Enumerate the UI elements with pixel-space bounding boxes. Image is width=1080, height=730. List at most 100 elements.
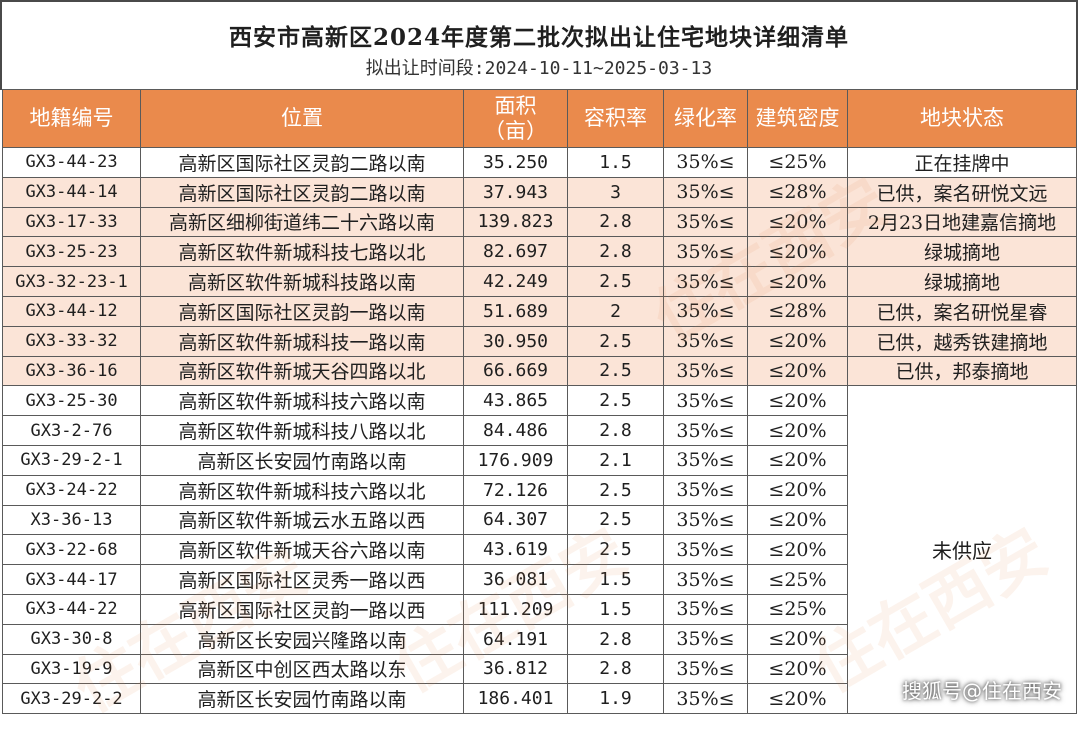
cell-area: 176.909 — [463, 444, 568, 476]
cell-status: 已供，案名研悦星睿 — [847, 295, 1077, 327]
cell-density: ≤25% — [747, 147, 848, 178]
cell-far: 2.5 — [567, 325, 664, 357]
page-subtitle: 拟出让时间段:2024-10-11~2025-03-13 — [365, 58, 713, 79]
cell-far: 1.9 — [567, 683, 664, 715]
cell-green: 35%≤ — [663, 474, 748, 506]
cell-status: 2月23日地建嘉信摘地 — [847, 206, 1077, 238]
cell-code: GX3-44-22 — [2, 593, 141, 625]
cell-location: 高新区软件新城科技一路以南 — [140, 325, 464, 357]
cell-code: GX3-44-17 — [2, 564, 141, 595]
cell-area: 30.950 — [463, 325, 568, 357]
cell-code: GX3-32-23-1 — [2, 266, 141, 297]
cell-area: 111.209 — [463, 593, 568, 625]
cell-location: 高新区长安园竹南路以南 — [140, 444, 464, 476]
cell-far: 2.5 — [567, 266, 664, 297]
cell-green: 35%≤ — [663, 504, 748, 536]
cell-far: 1.5 — [567, 593, 664, 625]
cell-code: GX3-29-2-1 — [2, 444, 141, 476]
cell-density: ≤20% — [747, 415, 848, 446]
cell-location: 高新区中创区西太路以东 — [140, 653, 464, 685]
cell-location: 高新区细柳街道纬二十六路以南 — [140, 206, 464, 238]
cell-location: 高新区软件新城云水五路以西 — [140, 504, 464, 536]
cell-code: GX3-44-12 — [2, 295, 141, 327]
cell-location: 高新区软件新城科技八路以北 — [140, 415, 464, 446]
cell-far: 1.5 — [567, 147, 664, 178]
cell-status: 已供，越秀铁建摘地 — [847, 325, 1077, 357]
cell-density: ≤20% — [747, 653, 848, 685]
cell-density: ≤20% — [747, 355, 848, 387]
cell-location: 高新区国际社区灵韵二路以南 — [140, 176, 464, 208]
cell-density: ≤20% — [747, 683, 848, 715]
cell-area: 186.401 — [463, 683, 568, 715]
cell-density: ≤20% — [747, 325, 848, 357]
table-row: GX3-29-2-1 高新区长安园竹南路以南 176.909 2.1 35%≤ ≤20% — [2, 444, 1077, 476]
cell-green: 35%≤ — [663, 206, 748, 238]
table-row: X3-36-13 高新区软件新城云水五路以西 64.307 2.5 35%≤ ≤20% — [2, 504, 1077, 536]
cell-status-merged: 未供应 — [847, 385, 1077, 715]
cell-density: ≤28% — [747, 295, 848, 327]
cell-density: ≤20% — [747, 266, 848, 297]
cell-area: 82.697 — [463, 236, 568, 268]
cell-density: ≤25% — [747, 564, 848, 595]
cell-area: 84.486 — [463, 415, 568, 446]
land-table: 地籍编号 位置 面积 （亩） 容积率 绿化率 建筑密度 地块状态 GX3-44-… — [2, 89, 1077, 715]
source-watermark: 搜狐号@住在西安 — [902, 679, 1062, 703]
cell-code: GX3-25-23 — [2, 236, 141, 268]
cell-green: 35%≤ — [663, 444, 748, 476]
table-body: GX3-44-23 高新区国际社区灵韵二路以南 35.250 1.5 35%≤ ≤25% 正… — [2, 147, 1077, 715]
cell-far: 2.5 — [567, 504, 664, 536]
col-header-area: 面积 （亩） — [463, 89, 568, 148]
table-row: GX3-44-23 高新区国际社区灵韵二路以南 35.250 1.5 35%≤ ≤25% 正… — [2, 147, 1077, 178]
col-header-status: 地块状态 — [847, 89, 1077, 148]
cell-density: ≤20% — [747, 206, 848, 238]
cell-location: 高新区软件新城科技七路以北 — [140, 236, 464, 268]
cell-location: 高新区国际社区灵韵一路以西 — [140, 593, 464, 625]
cell-status: 已供，邦泰摘地 — [847, 355, 1077, 387]
cell-location: 高新区国际社区灵韵二路以南 — [140, 147, 464, 178]
cell-code: GX3-25-30 — [2, 385, 141, 417]
table-row: GX3-25-30 高新区软件新城科技六路以南 43.865 2.5 35%≤ ≤20% 未… — [2, 385, 1077, 715]
cell-location: 高新区软件新城科技路以南 — [140, 266, 464, 297]
table-header-row: 地籍编号 位置 面积 （亩） 容积率 绿化率 建筑密度 地块状态 — [2, 89, 1077, 148]
cell-far: 1.5 — [567, 564, 664, 595]
cell-code: GX3-44-14 — [2, 176, 141, 208]
cell-far: 2.8 — [567, 206, 664, 238]
cell-green: 35%≤ — [663, 236, 748, 268]
cell-status: 已供，案名研悦文远 — [847, 176, 1077, 208]
cell-location: 高新区软件新城天谷六路以南 — [140, 534, 464, 566]
cell-code: X3-36-13 — [2, 504, 141, 536]
cell-code: GX3-44-23 — [2, 147, 141, 178]
cell-status: 正在挂牌中 — [847, 147, 1077, 178]
cell-green: 35%≤ — [663, 683, 748, 715]
cell-code: GX3-19-9 — [2, 653, 141, 685]
cell-code: GX3-36-16 — [2, 355, 141, 387]
cell-code: GX3-24-22 — [2, 474, 141, 506]
cell-green: 35%≤ — [663, 593, 748, 625]
table-row: GX3-44-14 高新区国际社区灵韵二路以南 37.943 3 35%≤ ≤28% 已供，… — [2, 176, 1077, 208]
cell-area: 64.307 — [463, 504, 568, 536]
col-header-location: 位置 — [140, 89, 464, 148]
cell-far: 2.5 — [567, 474, 664, 506]
cell-far: 2.1 — [567, 444, 664, 476]
table-row: GX3-30-8 高新区长安园兴隆路以南 64.191 2.8 35%≤ ≤20% — [2, 623, 1077, 655]
cell-far: 2.8 — [567, 653, 664, 685]
cell-density: ≤20% — [747, 534, 848, 566]
cell-green: 35%≤ — [663, 147, 748, 178]
table-row: GX3-19-9 高新区中创区西太路以东 36.812 2.8 35%≤ ≤20% — [2, 653, 1077, 685]
cell-code: GX3-29-2-2 — [2, 683, 141, 715]
cell-density: ≤20% — [747, 623, 848, 655]
cell-green: 35%≤ — [663, 534, 748, 566]
table-row: GX3-44-12 高新区国际社区灵韵一路以南 51.689 2 35%≤ ≤28% 已供，… — [2, 295, 1077, 327]
cell-location: 高新区国际社区灵韵一路以南 — [140, 295, 464, 327]
cell-status: 绿城摘地 — [847, 236, 1077, 268]
col-header-far: 容积率 — [567, 89, 664, 148]
cell-code: GX3-33-32 — [2, 325, 141, 357]
cell-area: 64.191 — [463, 623, 568, 655]
cell-density: ≤20% — [747, 474, 848, 506]
cell-far: 3 — [567, 176, 664, 208]
title-box: 西安市高新区2024年度第二批次拟出让住宅地块详细清单 拟出让时间段:2024-… — [0, 0, 1078, 90]
cell-area: 43.619 — [463, 534, 568, 566]
cell-far: 2.8 — [567, 415, 664, 446]
cell-area: 66.669 — [463, 355, 568, 387]
cell-location: 高新区长安园竹南路以南 — [140, 683, 464, 715]
